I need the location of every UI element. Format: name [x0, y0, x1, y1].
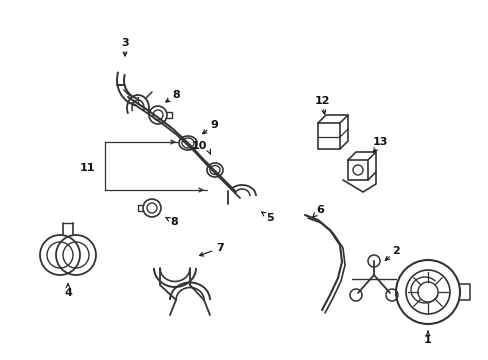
- Text: 8: 8: [170, 217, 178, 227]
- Text: 6: 6: [315, 205, 323, 215]
- Text: 13: 13: [371, 137, 387, 147]
- Text: 3: 3: [121, 38, 128, 48]
- Text: 12: 12: [314, 96, 329, 106]
- Text: 10: 10: [191, 141, 206, 151]
- Text: 8: 8: [172, 90, 180, 100]
- Text: 11: 11: [79, 163, 95, 173]
- Text: 5: 5: [265, 213, 273, 223]
- Text: 1: 1: [423, 335, 431, 345]
- Text: 4: 4: [64, 288, 72, 298]
- Text: 2: 2: [391, 246, 399, 256]
- Text: 9: 9: [210, 120, 218, 130]
- Text: 7: 7: [216, 243, 224, 253]
